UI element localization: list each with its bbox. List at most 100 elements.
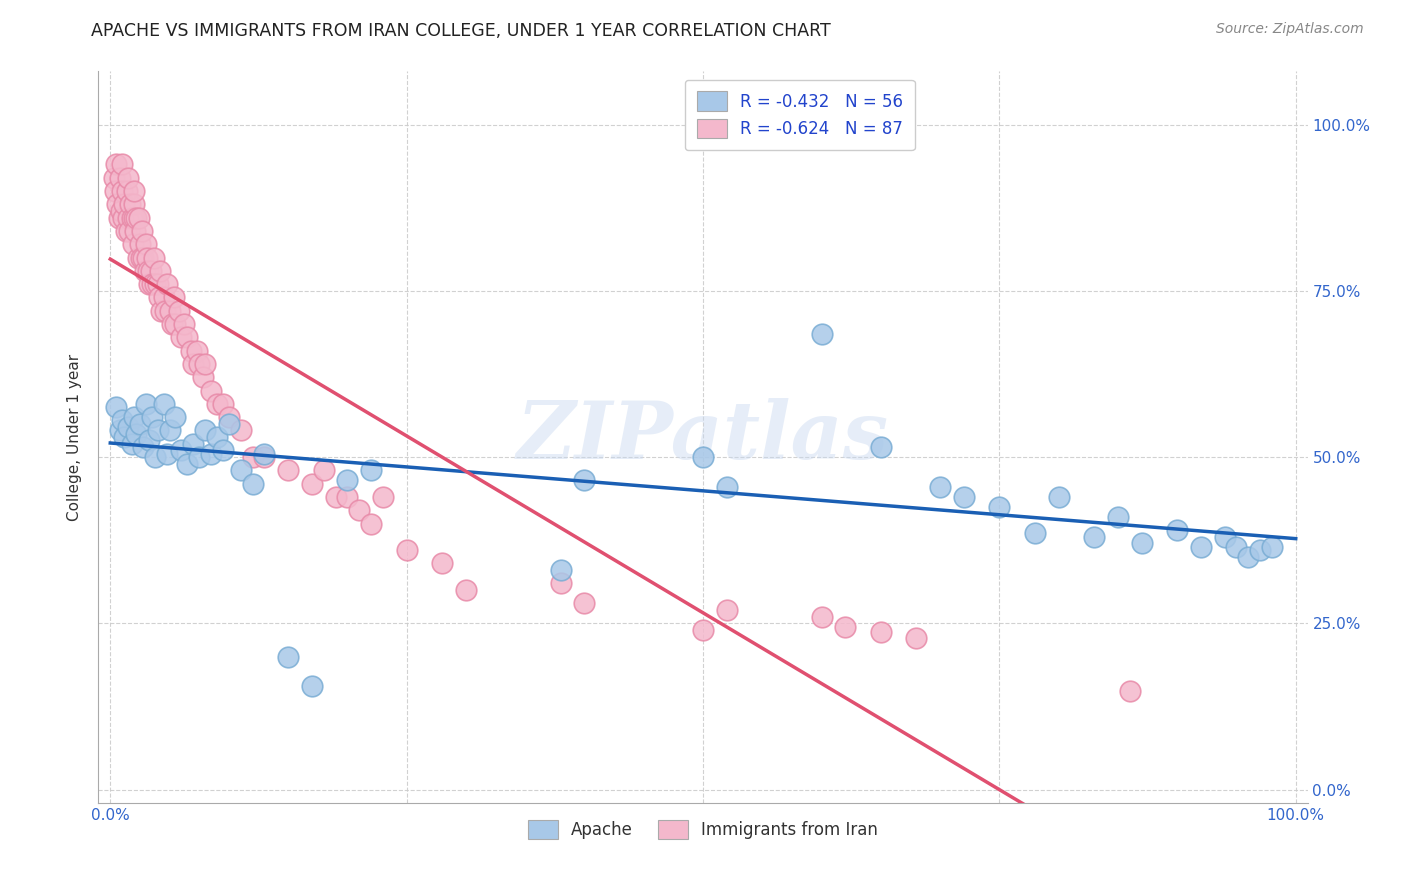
Point [124, 224, 146, 238]
Point [360, 463, 382, 477]
Point [165, 410, 187, 425]
Point [325, 490, 347, 504]
Point [153, 303, 176, 318]
Point [347, 503, 370, 517]
Point [159, 424, 181, 438]
Point [122, 211, 145, 225]
Point [103, 170, 125, 185]
Point [125, 211, 148, 225]
Point [929, 480, 952, 494]
Point [692, 623, 714, 637]
Point [277, 463, 299, 477]
Point [141, 410, 163, 425]
Point [131, 224, 153, 238]
Point [186, 343, 208, 358]
Point [141, 277, 163, 292]
Point [253, 447, 276, 461]
Point [229, 424, 252, 438]
Point [156, 447, 179, 461]
Point [205, 430, 228, 444]
Point [117, 420, 139, 434]
Point [135, 237, 157, 252]
Point [110, 204, 132, 219]
Point [716, 603, 738, 617]
Point [105, 400, 128, 414]
Point [1237, 549, 1260, 564]
Point [194, 424, 217, 438]
Point [188, 357, 211, 371]
Point [149, 264, 172, 278]
Point [118, 224, 141, 238]
Point [121, 237, 143, 252]
Point [301, 476, 323, 491]
Point [111, 157, 134, 171]
Point [132, 251, 155, 265]
Point [139, 264, 162, 278]
Point [150, 303, 173, 318]
Point [136, 264, 159, 278]
Point [188, 450, 211, 464]
Point [122, 197, 145, 211]
Point [146, 277, 169, 292]
Point [105, 197, 128, 211]
Point [574, 473, 596, 487]
Point [135, 397, 157, 411]
Point [212, 443, 235, 458]
Point [159, 303, 181, 318]
Point [176, 457, 198, 471]
Point [242, 450, 264, 464]
Point [156, 277, 179, 292]
Point [132, 440, 155, 454]
Point [173, 317, 195, 331]
Point [810, 609, 832, 624]
Point [810, 326, 832, 341]
Point [167, 303, 190, 318]
Point [301, 680, 323, 694]
Point [136, 251, 159, 265]
Point [432, 557, 454, 571]
Point [115, 184, 138, 198]
Point [218, 417, 240, 431]
Point [336, 490, 359, 504]
Point [1083, 530, 1105, 544]
Point [253, 450, 276, 464]
Point [395, 543, 418, 558]
Point [1261, 540, 1284, 554]
Point [111, 184, 134, 198]
Point [181, 357, 204, 371]
Point [229, 463, 252, 477]
Point [277, 649, 299, 664]
Y-axis label: College, Under 1 year: College, Under 1 year [67, 353, 83, 521]
Text: Source: ZipAtlas.com: Source: ZipAtlas.com [1216, 22, 1364, 37]
Point [191, 370, 214, 384]
Point [212, 397, 235, 411]
Point [143, 450, 166, 464]
Point [108, 170, 131, 185]
Point [454, 582, 477, 597]
Point [170, 330, 193, 344]
Point [152, 397, 174, 411]
Point [111, 413, 134, 427]
Point [107, 211, 129, 225]
Point [114, 197, 136, 211]
Point [121, 211, 143, 225]
Point [134, 264, 156, 278]
Point [312, 463, 335, 477]
Point [180, 343, 202, 358]
Point [148, 290, 170, 304]
Point [120, 197, 142, 211]
Point [371, 490, 394, 504]
Point [834, 619, 856, 633]
Point [143, 251, 166, 265]
Point [574, 596, 596, 610]
Point [129, 237, 152, 252]
Point [205, 397, 228, 411]
Point [1225, 540, 1247, 554]
Legend: Apache, Immigrants from Iran: Apache, Immigrants from Iran [522, 814, 884, 846]
Point [114, 430, 136, 444]
Point [1166, 523, 1188, 537]
Point [138, 277, 160, 292]
Point [127, 251, 149, 265]
Point [1189, 540, 1212, 554]
Point [170, 443, 193, 458]
